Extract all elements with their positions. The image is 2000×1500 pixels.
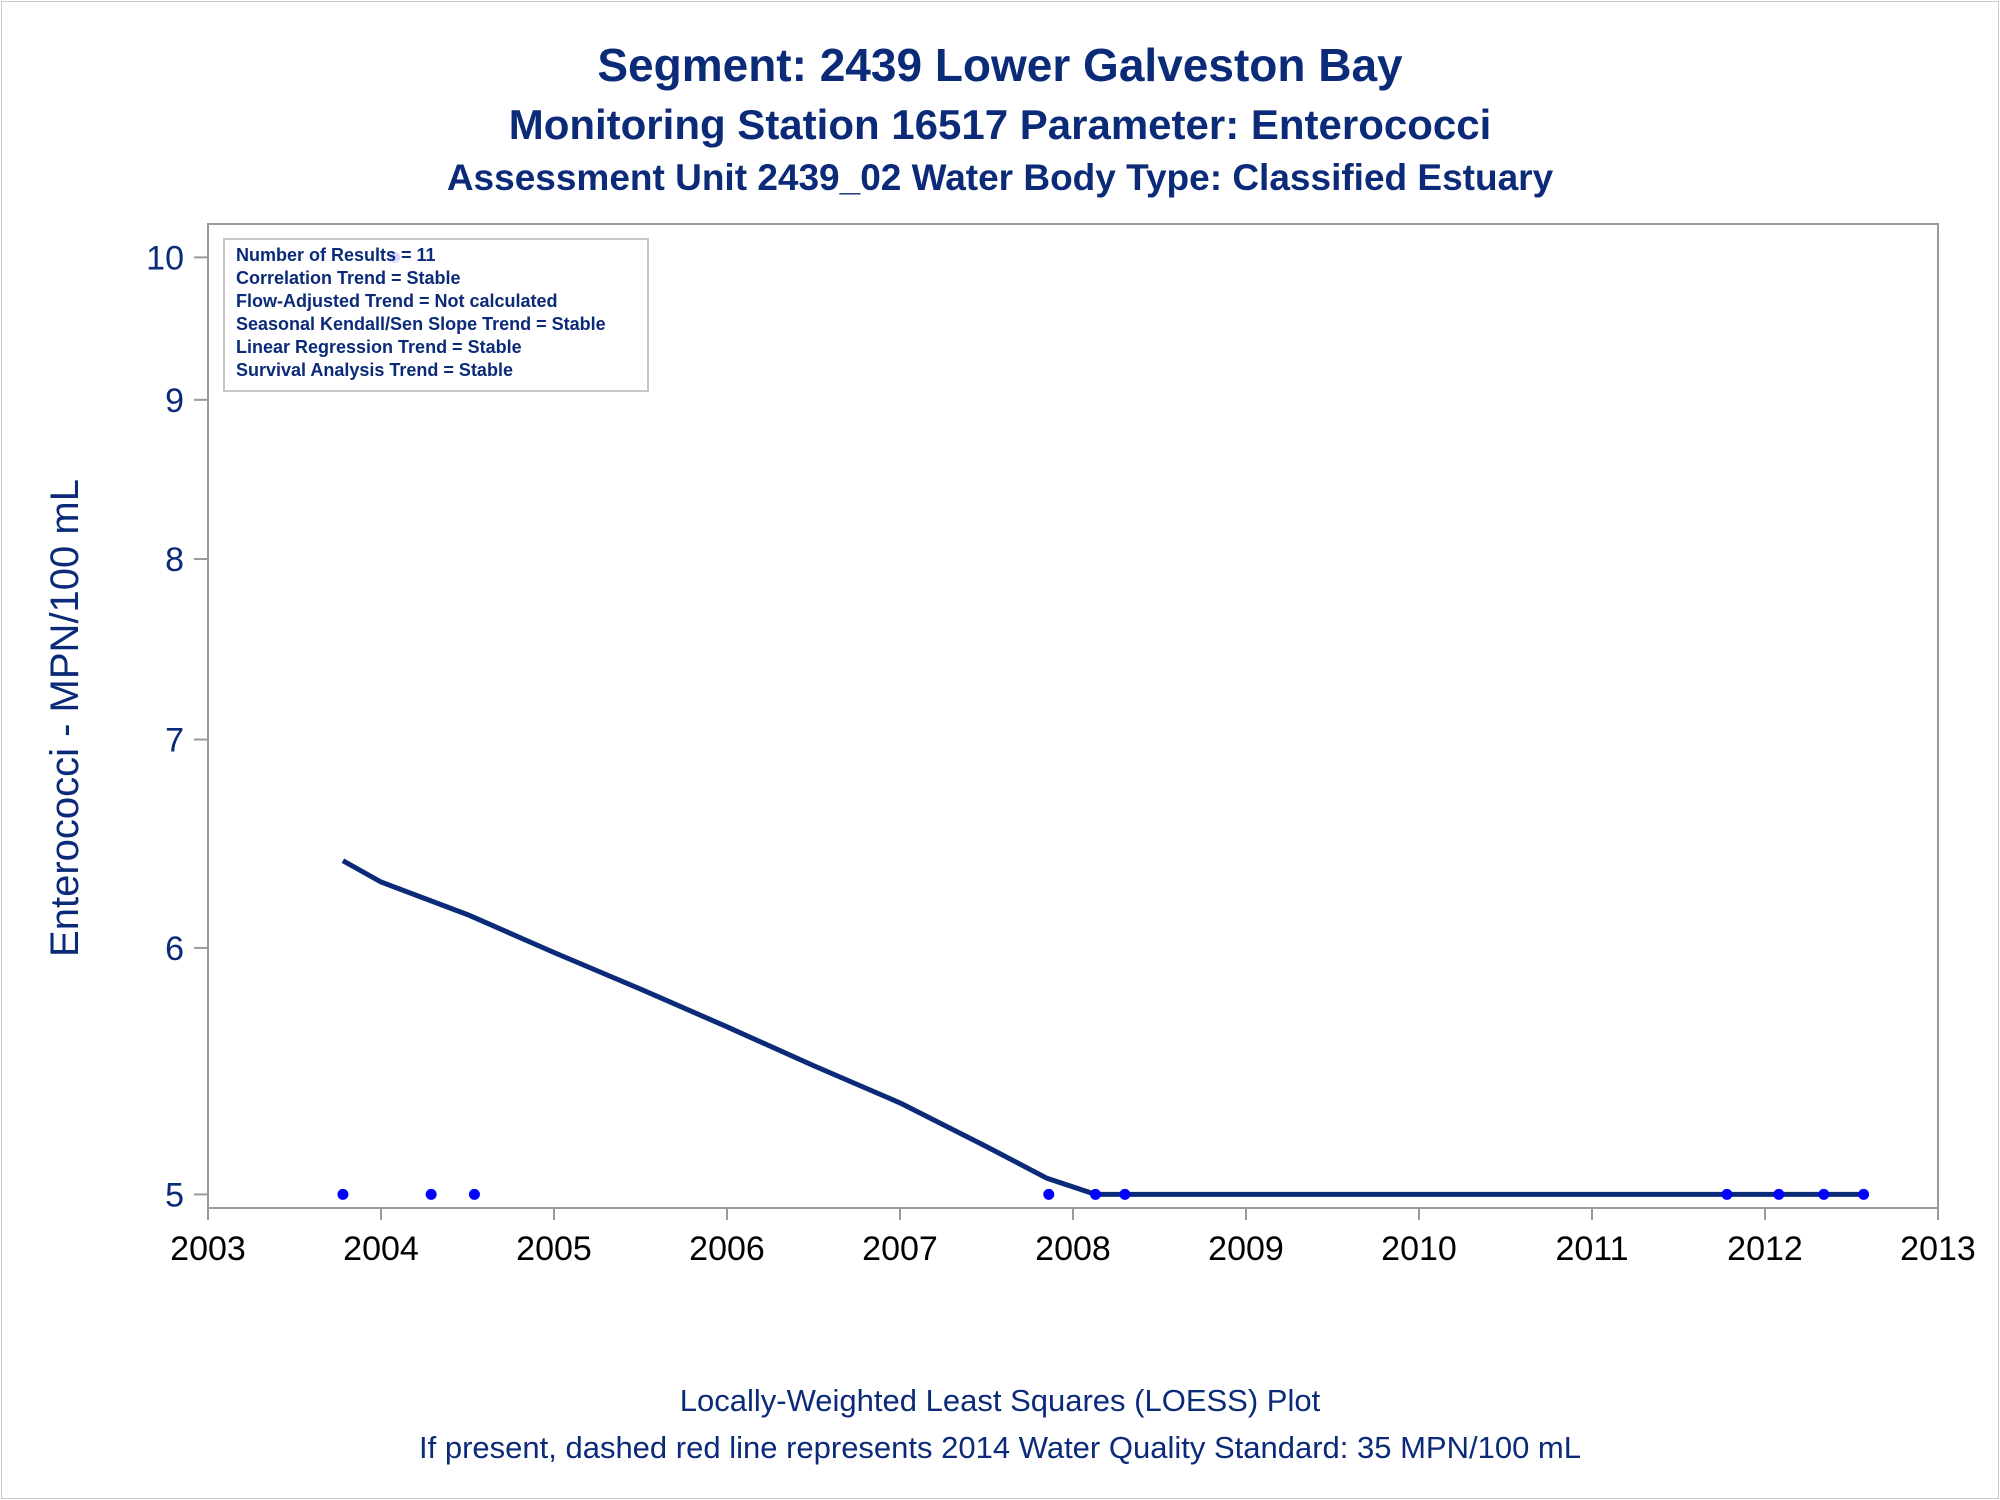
data-point [1773,1188,1785,1200]
stats-box-line: Linear Regression Trend = Stable [236,337,522,357]
stats-box-line: Seasonal Kendall/Sen Slope Trend = Stabl… [236,314,606,334]
y-axis-label: Enterococci - MPN/100 mL [43,479,87,957]
y-tick-label: 6 [165,930,184,968]
footnote-standard: If present, dashed red line represents 2… [419,1430,1581,1465]
x-tick-label: 2006 [689,1230,765,1268]
y-tick-label: 7 [165,722,184,760]
x-tick-label: 2007 [862,1230,938,1268]
chart-subtitle-assessment: Assessment Unit 2439_02 Water Body Type:… [446,157,1554,198]
stats-box-line: Correlation Trend = Stable [236,268,461,288]
x-tick-label: 2004 [343,1230,419,1268]
loess-line [341,858,1864,1197]
data-point [468,1188,480,1200]
x-tick-label: 2012 [1727,1230,1803,1268]
data-points-layer [337,251,1870,1200]
data-point [1089,1188,1101,1200]
chart-title: Segment: 2439 Lower Galveston Bay [597,39,1403,91]
x-tick-label: 2009 [1208,1230,1284,1268]
y-tick-label: 9 [165,382,184,420]
data-point [1721,1188,1733,1200]
chart-subtitle-station: Monitoring Station 16517 Parameter: Ente… [508,101,1492,148]
y-tick-label: 8 [165,541,184,579]
stats-box-line: Survival Analysis Trend = Stable [236,360,513,380]
stats-box: Number of Results = 11 Correlation Trend … [223,238,649,392]
stats-box-line: Flow-Adjusted Trend = Not calculated [236,291,558,311]
stats-box-border [223,238,649,392]
footnote-loess: Locally-Weighted Least Squares (LOESS) P… [679,1383,1321,1418]
stats-box-line: Number of Results = 11 [236,245,436,265]
x-tick-label: 2011 [1555,1230,1628,1268]
data-point [337,1188,349,1200]
data-point [1043,1188,1055,1200]
x-tick-label: 2008 [1035,1230,1111,1268]
y-tick-label: 10 [146,239,184,277]
loess-line-layer [341,858,1864,1197]
x-tick-label: 2010 [1381,1230,1457,1268]
y-tick-label: 5 [165,1176,184,1214]
data-point [1858,1188,1870,1200]
data-point [1119,1188,1131,1200]
data-point [425,1188,437,1200]
x-tick-label: 2003 [170,1230,246,1268]
x-tick-label: 2005 [516,1230,592,1268]
axes: 2003 2004 2005 2006 2007 2008 2009 2010 2011 2012… [146,239,1976,1268]
x-tick-label: 2013 [1900,1230,1976,1268]
data-point [1818,1188,1830,1200]
